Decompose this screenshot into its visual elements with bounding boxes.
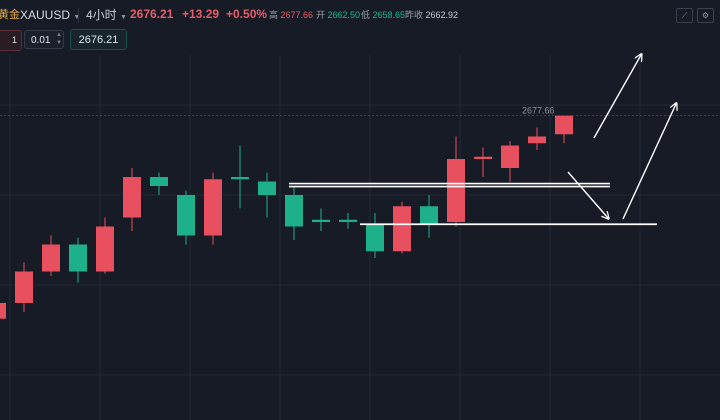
candle-down [366,224,384,252]
arrow-down [567,171,608,218]
candles-layer [0,115,573,319]
price-change: +13.29 [182,7,220,21]
candle-up [474,156,492,159]
arrow-up-first [593,55,641,139]
symbol-label: XAUUSD [20,8,71,22]
order-side-quantity[interactable]: 1 [0,30,22,51]
candle-up [15,271,33,303]
symbol-toolbar: 黄金 XAUUSD ▼ 4小时 ▼ 2676.21 +13.29 +0.50% … [0,0,720,30]
ohlc-high: 高 2677.66 [269,11,313,20]
toolbar-divider [78,8,79,23]
candle-down [285,195,303,227]
candle-up [42,244,60,272]
settings-icon[interactable]: ⚙ [697,8,714,23]
symbol-selector[interactable]: XAUUSD ▼ [20,9,80,21]
ohlc-open: 开 2662.50 [316,11,360,20]
candle-up [447,159,465,222]
indicator-icon[interactable]: ⟋ [676,8,693,23]
arrow-up-second [622,104,676,220]
candle-down [258,181,276,195]
candle-down [69,244,87,272]
ohlc-open-label: 开 [316,10,326,20]
drawing-annotations [289,55,676,226]
ohlc-prev-close: 昨收 2662.92 [405,11,458,20]
ohlc-prev-close-value: 2662.92 [425,10,459,20]
stepper-up-icon[interactable]: ▲ [56,32,62,38]
quantity-stepper[interactable]: ▲ ▼ [55,31,63,49]
candle-up [528,136,546,144]
order-price-input[interactable]: 2676.21 [70,29,127,50]
instrument-name: 黄金 [0,9,20,21]
candle-up [555,115,573,135]
candle-up [501,145,519,168]
candle-down [177,195,195,236]
quantity-input[interactable]: 0.01 [24,30,64,49]
ohlc-prev-close-label: 昨收 [405,10,424,20]
last-price: 2676.21 [130,7,174,21]
high-price-label: 2677.66 [522,106,555,116]
candle-up [123,177,141,218]
ohlc-open-value: 2662.50 [327,10,361,20]
ohlc-low: 低 2658.65 [361,11,405,20]
ohlc-high-label: 高 [269,10,279,20]
price-change-percent: +0.50% [226,7,268,21]
timeframe-selector[interactable]: 4小时 ▼ [86,9,127,21]
candle-up [0,303,6,319]
chevron-down-icon: ▼ [73,14,81,21]
chevron-down-icon: ▼ [120,14,127,21]
candle-down [231,177,249,180]
ohlc-low-value: 2658.65 [372,10,406,20]
candle-down [150,177,168,186]
candle-down [420,206,438,225]
ohlc-low-label: 低 [361,10,371,20]
timeframe-label: 4小时 [86,8,117,22]
ohlc-high-value: 2677.66 [280,10,314,20]
candle-up [204,179,222,236]
candle-down [339,219,357,222]
stepper-down-icon[interactable]: ▼ [56,40,62,46]
candle-up [393,206,411,252]
candle-down [312,219,330,222]
candle-up [96,226,114,272]
